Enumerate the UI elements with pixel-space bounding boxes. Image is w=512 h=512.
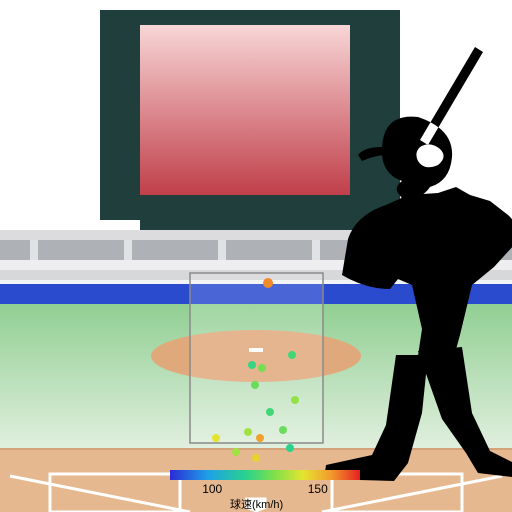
- scoreboard-screen: [140, 25, 350, 195]
- pitch-dot: [248, 361, 256, 369]
- pitch-dot: [232, 448, 240, 456]
- pitch-dot: [279, 426, 287, 434]
- pitch-dot: [251, 381, 259, 389]
- pitch-dot: [244, 428, 252, 436]
- stands-pillar: [124, 240, 132, 260]
- stands-pillar: [218, 240, 226, 260]
- pitch-dot: [291, 396, 299, 404]
- speed-legend-bar: [170, 470, 360, 480]
- strike-zone: [190, 273, 323, 443]
- pitch-dot: [258, 364, 266, 372]
- legend-tick: 100: [202, 482, 222, 496]
- pitch-dot: [266, 408, 274, 416]
- stands-pillar: [30, 240, 38, 260]
- pitch-dot: [252, 454, 260, 462]
- pitch-dot: [212, 434, 220, 442]
- pitch-dot: [286, 444, 294, 452]
- pitch-dot: [263, 278, 273, 288]
- pitch-dot: [256, 434, 264, 442]
- speed-legend-title: 球速(km/h): [230, 496, 283, 512]
- stands-pillar: [312, 240, 320, 260]
- legend-tick: 150: [308, 482, 328, 496]
- pitch-dot: [288, 351, 296, 359]
